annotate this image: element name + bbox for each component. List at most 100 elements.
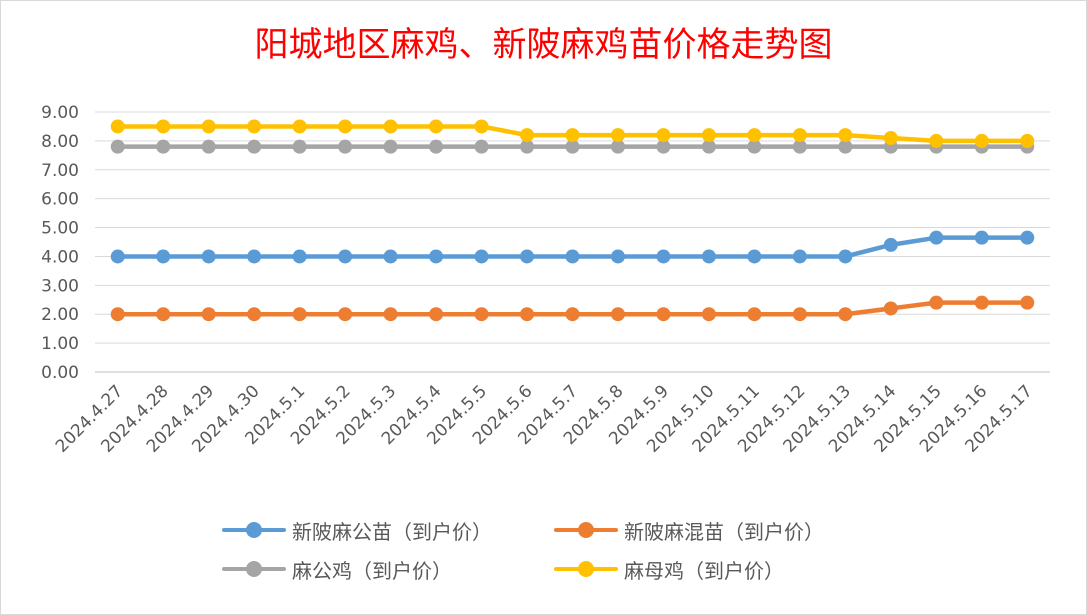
data-point: [610, 307, 625, 322]
legend-item-1: 新陂麻混苗（到户价）: [554, 515, 824, 545]
y-tick-label: 5.00: [41, 219, 79, 239]
data-point: [110, 249, 125, 264]
data-point: [565, 307, 580, 322]
data-point: [701, 139, 716, 154]
data-point: [383, 139, 398, 154]
legend-swatch-2: [222, 559, 286, 579]
data-point: [429, 119, 444, 134]
data-point: [110, 307, 125, 322]
data-point: [520, 307, 535, 322]
data-point: [292, 119, 307, 134]
data-point: [383, 307, 398, 322]
y-tick-label: 1.00: [41, 334, 79, 354]
legend: 新陂麻公苗（到户价） 新陂麻混苗（到户价） 麻公鸡（到户价） 麻母鸡（到户价）: [0, 510, 1087, 590]
y-tick-label: 2.00: [41, 305, 79, 325]
data-point: [156, 119, 171, 134]
data-point: [838, 307, 853, 322]
data-point: [429, 249, 444, 264]
data-point: [247, 139, 262, 154]
data-point: [1020, 295, 1035, 310]
data-point: [656, 128, 671, 143]
y-tick-label: 0.00: [41, 363, 79, 383]
data-point: [565, 139, 580, 154]
data-point: [292, 139, 307, 154]
data-point: [838, 139, 853, 154]
legend-swatch-1: [554, 520, 618, 540]
series-lines: [110, 119, 1035, 322]
data-point: [383, 119, 398, 134]
series-3: [110, 119, 1035, 148]
legend-label-0: 新陂麻公苗（到户价）: [292, 519, 492, 544]
data-point: [701, 249, 716, 264]
data-point: [610, 139, 625, 154]
data-point: [838, 128, 853, 143]
data-point: [565, 249, 580, 264]
data-point: [929, 295, 944, 310]
data-point: [247, 249, 262, 264]
data-point: [701, 307, 716, 322]
data-point: [610, 249, 625, 264]
data-point: [201, 119, 216, 134]
data-point: [792, 139, 807, 154]
data-point: [156, 307, 171, 322]
data-point: [747, 307, 762, 322]
data-point: [883, 131, 898, 145]
data-point: [610, 128, 625, 143]
data-point: [201, 139, 216, 154]
data-point: [792, 249, 807, 264]
data-point: [429, 139, 444, 154]
y-tick-label: 4.00: [41, 247, 79, 267]
legend-label-1: 新陂麻混苗（到户价）: [624, 519, 824, 544]
legend-swatch-0: [222, 520, 286, 540]
legend-label-2: 麻公鸡（到户价）: [292, 558, 452, 583]
chart-title: 阳城地区麻鸡、新陂麻鸡苗价格走势图: [254, 25, 833, 65]
data-point: [474, 249, 489, 264]
data-point: [883, 237, 898, 252]
legend-label-3: 麻母鸡（到户价）: [624, 558, 784, 583]
legend-item-0: 新陂麻公苗（到户价）: [222, 515, 492, 545]
data-point: [110, 139, 125, 154]
data-point: [701, 128, 716, 143]
data-point: [929, 230, 944, 245]
data-point: [520, 128, 535, 143]
data-point: [520, 249, 535, 264]
data-point: [656, 307, 671, 322]
data-point: [929, 133, 944, 148]
series-1: [110, 295, 1035, 322]
data-point: [792, 128, 807, 143]
y-tick-label: 9.00: [41, 103, 79, 123]
data-point: [883, 301, 898, 316]
data-point: [974, 295, 989, 310]
data-point: [474, 307, 489, 322]
data-point: [1020, 230, 1035, 245]
y-axis: 0.00 1.00 2.00 3.00 4.00 5.00 6.00 7.00 8.00 9.00: [41, 103, 79, 383]
data-point: [156, 249, 171, 264]
data-point: [110, 119, 125, 134]
data-point: [565, 128, 580, 143]
legend-item-2: 麻公鸡（到户价）: [222, 554, 452, 584]
data-point: [520, 139, 535, 154]
legend-swatch-3: [554, 559, 618, 579]
data-point: [338, 307, 353, 322]
data-point: [338, 249, 353, 264]
x-axis: 2024.4.272024.4.282024.4.292024.4.302024…: [52, 381, 1037, 456]
data-point: [474, 139, 489, 154]
data-point: [747, 128, 762, 143]
data-point: [338, 139, 353, 154]
data-point: [201, 307, 216, 322]
data-point: [338, 119, 353, 134]
series-2: [110, 139, 1035, 154]
data-point: [247, 307, 262, 322]
data-point: [747, 139, 762, 154]
y-tick-label: 7.00: [41, 161, 79, 181]
legend-item-3: 麻母鸡（到户价）: [554, 554, 784, 584]
y-tick-label: 6.00: [41, 190, 79, 210]
data-point: [292, 307, 307, 322]
data-point: [383, 249, 398, 264]
data-point: [656, 139, 671, 154]
data-point: [656, 249, 671, 264]
data-point: [1020, 133, 1035, 148]
plot-area: 0.00 1.00 2.00 3.00 4.00 5.00 6.00 7.00 8.00 9.00…: [41, 103, 1050, 457]
data-point: [247, 119, 262, 134]
data-point: [474, 119, 489, 134]
